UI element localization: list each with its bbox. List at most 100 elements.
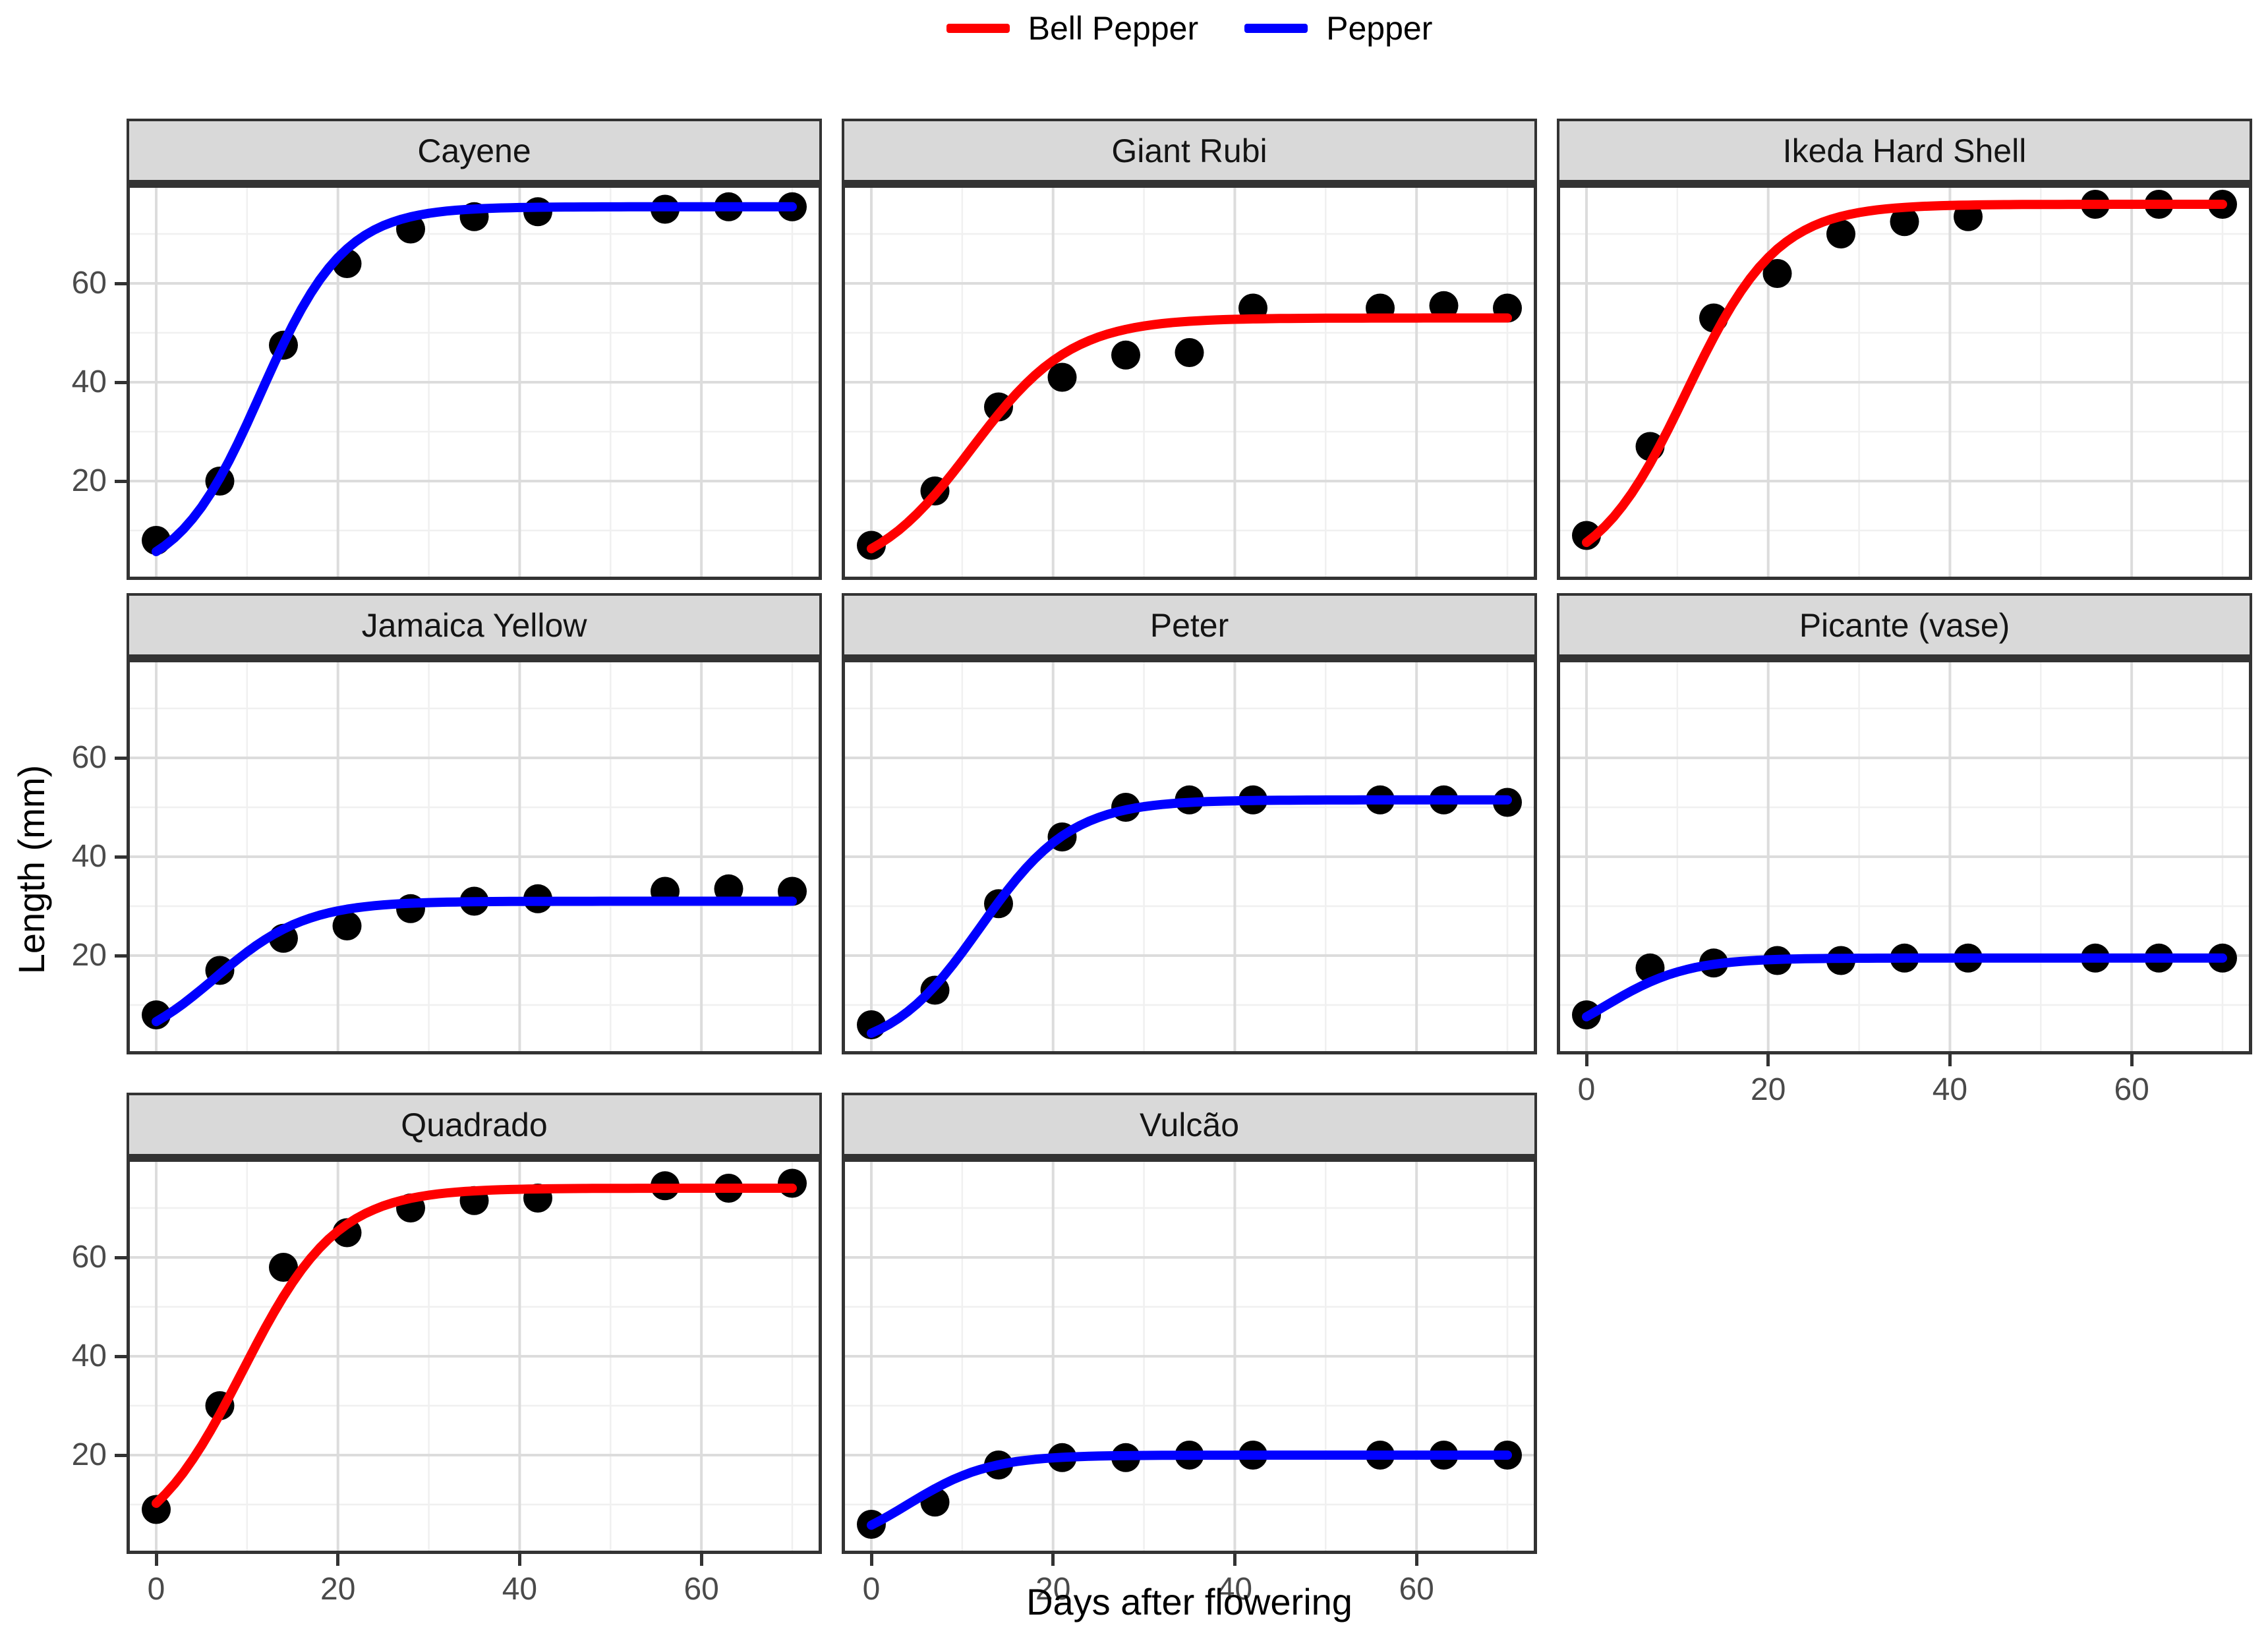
- trend-line: [1582, 200, 2227, 548]
- facet-panel-cayene: [127, 185, 822, 580]
- facet-strip-giant-rubi: Giant Rubi: [842, 119, 1537, 185]
- x-tick-mark: [2130, 1054, 2134, 1066]
- x-tick-label: 60: [2114, 1072, 2149, 1107]
- x-tick-label: 20: [320, 1572, 356, 1607]
- x-tick-label: 60: [1399, 1572, 1434, 1607]
- x-tick-mark: [1414, 1554, 1418, 1566]
- data-point: [1890, 207, 1919, 237]
- data-point: [1111, 340, 1140, 370]
- facet-panel-picante-vase: [1557, 659, 2252, 1054]
- data-points: [1572, 190, 2237, 550]
- facet-panel-giant-rubi: [842, 185, 1537, 580]
- x-tick-label: 0: [1577, 1072, 1596, 1107]
- y-tick-mark: [115, 380, 127, 384]
- x-tick-label: 60: [683, 1572, 719, 1607]
- y-tick-label: 20: [71, 463, 107, 498]
- y-tick-mark: [115, 1453, 127, 1457]
- x-tick-mark: [869, 1554, 873, 1566]
- y-tick-mark: [115, 281, 127, 285]
- facet-title: Jamaica Yellow: [361, 606, 587, 644]
- legend-label: Pepper: [1326, 10, 1433, 47]
- facet-strip-vulc-o: Vulcão: [842, 1093, 1537, 1159]
- x-tick-mark: [1051, 1554, 1055, 1566]
- facet-panel-quadrado: [127, 1159, 822, 1554]
- facet-strip-ikeda-hard-shell: Ikeda Hard Shell: [1557, 119, 2252, 185]
- legend: Bell Pepper Pepper: [127, 5, 2252, 51]
- facet-title: Quadrado: [401, 1106, 548, 1143]
- y-tick-label: 40: [71, 1338, 107, 1373]
- facet-strip-cayene: Cayene: [127, 119, 822, 185]
- y-tick-mark: [115, 1255, 127, 1259]
- data-point: [1826, 219, 1855, 248]
- data-points: [857, 291, 1522, 560]
- y-tick-label: 40: [71, 364, 107, 399]
- x-axis-title: Days after flowering: [1026, 1581, 1352, 1623]
- x-tick-label: 40: [1217, 1572, 1253, 1607]
- trend-line: [1582, 953, 2227, 1021]
- trend-line: [152, 1184, 797, 1508]
- data-point: [1175, 338, 1204, 367]
- x-tick-label: 0: [147, 1572, 165, 1607]
- y-tick-label: 60: [71, 1240, 107, 1275]
- facet-strip-peter: Peter: [842, 593, 1537, 659]
- data-point: [269, 1253, 298, 1282]
- legend-item-pepper: Pepper: [1244, 12, 1432, 45]
- major-gridlines: [127, 185, 822, 580]
- y-tick-label: 60: [71, 266, 107, 301]
- data-point: [332, 911, 362, 940]
- panel-border: [842, 1159, 1537, 1554]
- major-gridlines: [127, 1159, 822, 1554]
- facet-title: Ikeda Hard Shell: [1782, 132, 2027, 169]
- facet-title: Cayene: [417, 132, 531, 169]
- data-point: [714, 874, 743, 904]
- data-point: [1047, 362, 1077, 392]
- facet-title: Picante (vase): [1799, 606, 2010, 644]
- facet-strip-quadrado: Quadrado: [127, 1093, 822, 1159]
- x-tick-label: 20: [1751, 1072, 1786, 1107]
- trend-line: [152, 896, 797, 1027]
- x-tick-mark: [336, 1554, 340, 1566]
- major-gridlines: [1557, 185, 2252, 580]
- panel-border: [1557, 185, 2252, 580]
- y-tick-label: 60: [71, 740, 107, 775]
- minor-gridlines: [1557, 659, 2252, 1054]
- facet-strip-jamaica-yellow: Jamaica Yellow: [127, 593, 822, 659]
- y-tick-mark: [115, 479, 127, 483]
- y-tick-mark: [115, 756, 127, 760]
- panel-border: [842, 185, 1537, 580]
- panel-border: [127, 1159, 822, 1554]
- facet-panel-ikeda-hard-shell: [1557, 185, 2252, 580]
- data-point: [1572, 521, 1601, 550]
- panel-border: [842, 659, 1537, 1054]
- panel-border: [1557, 659, 2252, 1054]
- facet-title: Giant Rubi: [1111, 132, 1267, 169]
- trend-line: [867, 313, 1512, 554]
- legend-key-line-icon: [946, 24, 1010, 33]
- y-tick-label: 20: [71, 1437, 107, 1472]
- trend-line: [152, 202, 797, 556]
- facet-panel-vulc-o: [842, 1159, 1537, 1554]
- trend-line: [867, 1450, 1512, 1530]
- x-tick-label: 20: [1035, 1572, 1071, 1607]
- y-tick-label: 40: [71, 839, 107, 874]
- y-tick-label: 20: [71, 938, 107, 973]
- x-tick-label: 40: [502, 1572, 538, 1607]
- legend-item-bell-pepper: Bell Pepper: [946, 10, 1199, 47]
- facet-title: Vulcão: [1139, 1106, 1240, 1143]
- facet-strip-picante-vase: Picante (vase): [1557, 593, 2252, 659]
- x-tick-label: 40: [1932, 1072, 1968, 1107]
- x-tick-mark: [1766, 1054, 1770, 1066]
- x-tick-mark: [154, 1554, 158, 1566]
- data-point: [1429, 291, 1459, 320]
- x-tick-mark: [1585, 1054, 1588, 1066]
- minor-gridlines: [127, 185, 822, 580]
- y-tick-mark: [115, 1354, 127, 1358]
- facet-panel-jamaica-yellow: [127, 659, 822, 1054]
- x-tick-mark: [699, 1554, 703, 1566]
- legend-label: Bell Pepper: [1028, 10, 1199, 47]
- y-tick-mark: [115, 855, 127, 859]
- panel-border: [127, 185, 822, 580]
- facet-panel-peter: [842, 659, 1537, 1054]
- x-tick-label: 0: [862, 1572, 881, 1607]
- legend-key-line-icon: [1244, 24, 1308, 33]
